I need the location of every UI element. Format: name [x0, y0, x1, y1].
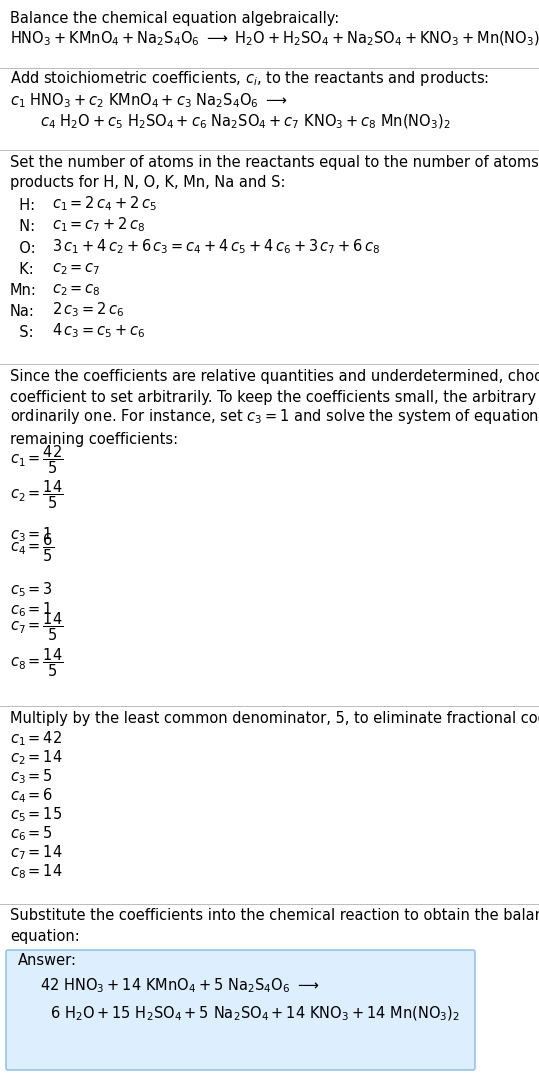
- Text: $c_3 = 5$: $c_3 = 5$: [10, 768, 53, 786]
- Text: S:: S:: [10, 324, 33, 340]
- Text: $c_3 = 1$: $c_3 = 1$: [10, 525, 53, 544]
- Text: $c_8 = 14$: $c_8 = 14$: [10, 862, 63, 881]
- Text: $c_4\ \mathrm{H_2O} + c_5\ \mathrm{H_2SO_4} + c_6\ \mathrm{Na_2SO_4} + c_7\ \mat: $c_4\ \mathrm{H_2O} + c_5\ \mathrm{H_2SO…: [40, 112, 451, 132]
- Text: Substitute the coefficients into the chemical reaction to obtain the balanced: Substitute the coefficients into the che…: [10, 908, 539, 923]
- Text: Since the coefficients are relative quantities and underdetermined, choose a: Since the coefficients are relative quan…: [10, 369, 539, 384]
- Text: $c_5 = 3$: $c_5 = 3$: [10, 580, 53, 599]
- Text: Na:: Na:: [10, 304, 35, 319]
- Text: $c_1 = 2\,c_4 + 2\,c_5$: $c_1 = 2\,c_4 + 2\,c_5$: [52, 194, 157, 213]
- Text: Multiply by the least common denominator, 5, to eliminate fractional coefficient: Multiply by the least common denominator…: [10, 711, 539, 725]
- FancyBboxPatch shape: [6, 950, 475, 1070]
- Text: Balance the chemical equation algebraically:: Balance the chemical equation algebraica…: [10, 11, 339, 26]
- Text: $c_2 = c_7$: $c_2 = c_7$: [52, 261, 101, 277]
- Text: $c_4 = \dfrac{6}{5}$: $c_4 = \dfrac{6}{5}$: [10, 531, 54, 564]
- Text: $c_1 = c_7 + 2\,c_8$: $c_1 = c_7 + 2\,c_8$: [52, 216, 146, 234]
- Text: $c_1\ \mathrm{HNO_3} + c_2\ \mathrm{KMnO_4} + c_3\ \mathrm{Na_2S_4O_6} \ \longri: $c_1\ \mathrm{HNO_3} + c_2\ \mathrm{KMnO…: [10, 92, 288, 110]
- Text: $c_6 = 5$: $c_6 = 5$: [10, 825, 53, 843]
- Text: $c_7 = 14$: $c_7 = 14$: [10, 843, 63, 862]
- Text: $c_6 = 1$: $c_6 = 1$: [10, 600, 53, 619]
- Text: K:: K:: [10, 262, 34, 277]
- Text: remaining coefficients:: remaining coefficients:: [10, 432, 178, 447]
- Text: Set the number of atoms in the reactants equal to the number of atoms in the: Set the number of atoms in the reactants…: [10, 155, 539, 170]
- Text: $c_7 = \dfrac{14}{5}$: $c_7 = \dfrac{14}{5}$: [10, 610, 64, 642]
- Text: $4\,c_3 = c_5 + c_6$: $4\,c_3 = c_5 + c_6$: [52, 321, 146, 340]
- Text: $c_2 = c_8$: $c_2 = c_8$: [52, 282, 101, 298]
- Text: $c_5 = 15$: $c_5 = 15$: [10, 805, 63, 824]
- Text: Mn:: Mn:: [10, 284, 37, 298]
- Text: $\mathrm{HNO_3 + KMnO_4 + Na_2S_4O_6 \ \longrightarrow \ H_2O + H_2SO_4 + Na_2SO: $\mathrm{HNO_3 + KMnO_4 + Na_2S_4O_6 \ \…: [10, 29, 539, 49]
- Text: $3\,c_1 + 4\,c_2 + 6\,c_3 = c_4 + 4\,c_5 + 4\,c_6 + 3\,c_7 + 6\,c_8$: $3\,c_1 + 4\,c_2 + 6\,c_3 = c_4 + 4\,c_5…: [52, 237, 381, 255]
- Text: $c_2 = \dfrac{14}{5}$: $c_2 = \dfrac{14}{5}$: [10, 479, 64, 511]
- Text: $c_2 = 14$: $c_2 = 14$: [10, 748, 63, 768]
- Text: coefficient to set arbitrarily. To keep the coefficients small, the arbitrary va: coefficient to set arbitrarily. To keep …: [10, 390, 539, 405]
- Text: $6\ \mathrm{H_2O} + 15\ \mathrm{H_2SO_4} + 5\ \mathrm{Na_2SO_4} + 14\ \mathrm{KN: $6\ \mathrm{H_2O} + 15\ \mathrm{H_2SO_4}…: [50, 1005, 460, 1023]
- Text: H:: H:: [10, 198, 35, 213]
- Text: O:: O:: [10, 241, 36, 255]
- Text: Answer:: Answer:: [18, 953, 77, 968]
- Text: equation:: equation:: [10, 929, 80, 944]
- Text: $42\ \mathrm{HNO_3} + 14\ \mathrm{KMnO_4} + 5\ \mathrm{Na_2S_4O_6} \ \longrighta: $42\ \mathrm{HNO_3} + 14\ \mathrm{KMnO_4…: [40, 977, 319, 995]
- Text: products for H, N, O, K, Mn, Na and S:: products for H, N, O, K, Mn, Na and S:: [10, 175, 286, 190]
- Text: $c_1 = \dfrac{42}{5}$: $c_1 = \dfrac{42}{5}$: [10, 443, 64, 476]
- Text: Add stoichiometric coefficients, $c_i$, to the reactants and products:: Add stoichiometric coefficients, $c_i$, …: [10, 69, 489, 88]
- Text: $c_1 = 42$: $c_1 = 42$: [10, 730, 62, 748]
- Text: $c_8 = \dfrac{14}{5}$: $c_8 = \dfrac{14}{5}$: [10, 647, 64, 679]
- Text: $2\,c_3 = 2\,c_6$: $2\,c_3 = 2\,c_6$: [52, 301, 124, 319]
- Text: $c_4 = 6$: $c_4 = 6$: [10, 786, 53, 805]
- Text: ordinarily one. For instance, set $c_3 = 1$ and solve the system of equations fo: ordinarily one. For instance, set $c_3 =…: [10, 407, 539, 426]
- Text: N:: N:: [10, 219, 35, 234]
